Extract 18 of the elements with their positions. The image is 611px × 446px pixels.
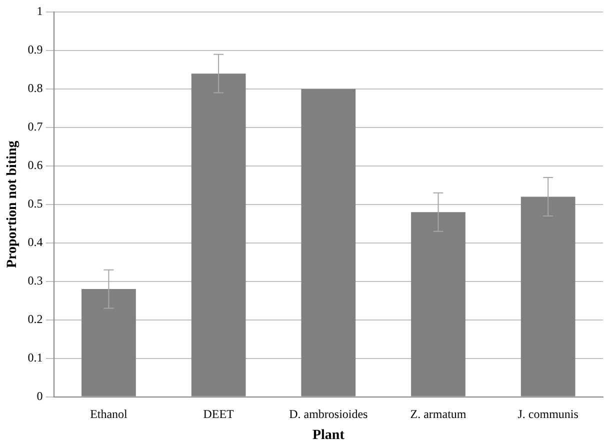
x-tick-label: DEET <box>203 407 235 422</box>
y-tick-label: 0.9 <box>28 42 43 57</box>
x-axis-title: Plant <box>312 428 345 444</box>
y-tick-label: 0.6 <box>28 158 43 172</box>
y-tick-label: 0.4 <box>28 235 43 250</box>
y-tick-label: 0.1 <box>28 350 43 364</box>
y-tick-label: 0.2 <box>28 312 43 326</box>
y-axis-title: Proportion not biting <box>5 140 20 268</box>
y-tick-label: 1 <box>36 4 43 18</box>
y-tick-label: 0.7 <box>28 120 43 134</box>
x-tick-label: Ethanol <box>90 407 128 422</box>
y-tick-label: 0.3 <box>28 274 43 288</box>
x-tick-label: D. ambrosioides <box>289 407 368 422</box>
x-tick-label: J. communis <box>518 407 579 422</box>
y-tick-label: 0.5 <box>28 196 43 211</box>
y-tick-label: 0 <box>36 388 43 403</box>
x-tick-label: Z. armatum <box>410 407 467 422</box>
y-tick-label: 0.8 <box>28 81 43 96</box>
